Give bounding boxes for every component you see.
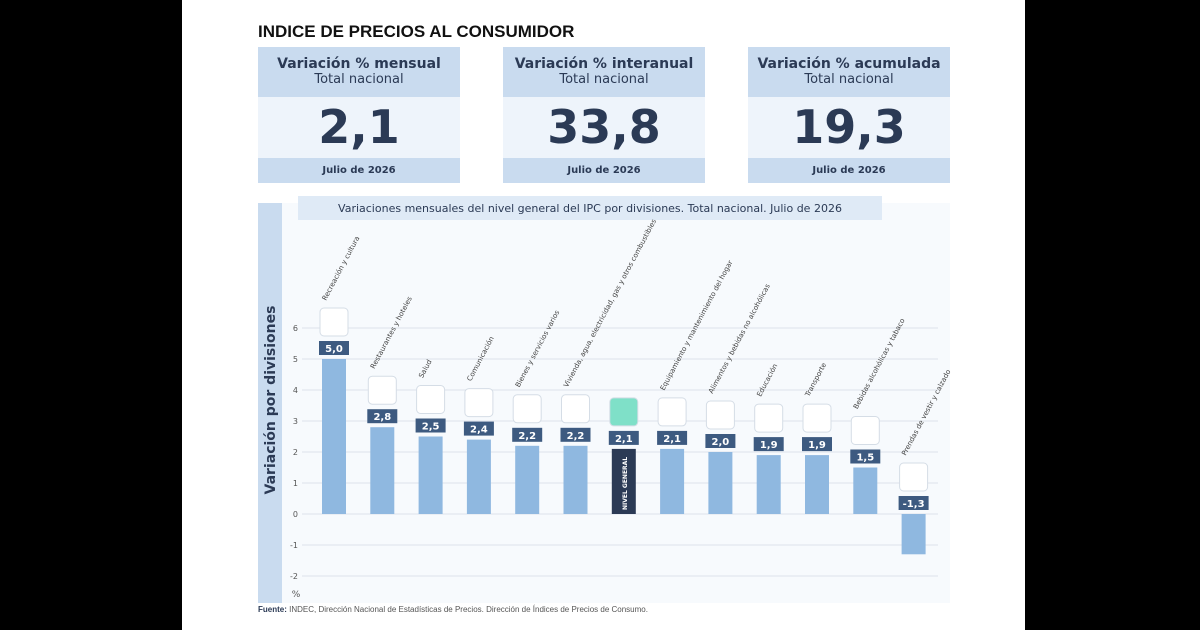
- bar: [563, 445, 588, 514]
- icon: [561, 394, 590, 424]
- bar: [708, 452, 733, 514]
- bar: [901, 514, 926, 555]
- card-footer: Julio de 2026: [258, 158, 460, 183]
- card: Variación % mensual Total nacional 2,1 Juli…: [258, 47, 460, 183]
- y-tick-label: 4: [293, 386, 298, 395]
- value-label: 2,1: [663, 434, 681, 445]
- value-label-box: [850, 449, 881, 464]
- y-tick-label: -2: [290, 572, 298, 581]
- icon: [705, 400, 735, 430]
- value-label: 2,1: [615, 434, 633, 445]
- chart-title-box: [298, 196, 882, 220]
- value-label-box: [319, 341, 349, 355]
- value-label: 1,9: [808, 440, 826, 451]
- y-tick-label: 5: [293, 355, 298, 364]
- icon: [512, 394, 542, 424]
- y-tick-label: 0: [293, 510, 298, 519]
- icon: [464, 388, 494, 418]
- card-title: Variación % acumulada: [757, 56, 941, 72]
- y-tick-label: 3: [293, 417, 298, 426]
- value-label-box: [753, 437, 784, 452]
- value-label: 5,0: [325, 344, 343, 355]
- y-tick-label: 6: [293, 324, 298, 333]
- value-label: 1,5: [856, 453, 874, 464]
- value-label-box: [657, 430, 688, 445]
- y-unit: %: [292, 590, 301, 600]
- value-label-box: [802, 437, 832, 452]
- bar: [853, 467, 878, 514]
- bar: [418, 436, 443, 514]
- card-subtitle: Total nacional: [559, 72, 649, 87]
- icon: [802, 403, 832, 433]
- card-title: Variación % mensual: [277, 56, 441, 72]
- value-label-box: [367, 409, 398, 424]
- chart-title: Variaciones mensuales del nivel general …: [338, 202, 842, 215]
- source: Fuente: INDEC, Dirección Nacional de Est…: [258, 605, 648, 614]
- card-footer: Julio de 2026: [503, 158, 705, 183]
- value-label: 2,2: [518, 431, 536, 442]
- card: Variación % interanual Total nacional 33,8…: [503, 47, 705, 183]
- icon: [850, 416, 880, 445]
- bar: [322, 359, 346, 514]
- y-tick-label: 1: [293, 479, 298, 488]
- value-label-box: [608, 430, 639, 445]
- bar: [515, 445, 540, 514]
- value-label: 2,0: [712, 437, 730, 448]
- card-title: Variación % interanual: [514, 56, 694, 72]
- source-text: INDEC, Dirección Nacional de Estadística…: [289, 605, 648, 614]
- y-label-panel: [258, 203, 282, 603]
- y-tick-label: 2: [293, 448, 298, 457]
- card-subtitle: Total nacional: [314, 72, 404, 87]
- source-label: Fuente:: [258, 605, 287, 614]
- category-label: NIVEL GENERAL: [622, 457, 629, 510]
- y-tick-label: -1: [290, 541, 298, 550]
- card-value: 2,1: [318, 100, 400, 154]
- card-head: Variación % mensual Total nacional: [258, 47, 460, 97]
- value-label-box: [463, 421, 494, 436]
- icon: [657, 397, 687, 427]
- value-label: 2,5: [422, 422, 440, 433]
- card-subtitle: Total nacional: [804, 72, 894, 87]
- icon: [367, 375, 397, 405]
- card-head: Variación % acumulada Total nacional: [748, 47, 950, 97]
- bar: [611, 448, 636, 514]
- card-footer: Julio de 2026: [748, 158, 950, 183]
- icon: [754, 403, 784, 433]
- card: Variación % acumulada Total nacional 19,3 J…: [748, 47, 950, 183]
- bar: [756, 455, 781, 514]
- icon: [319, 307, 349, 337]
- icon: [609, 397, 639, 427]
- icon: [416, 385, 446, 414]
- bar: [370, 427, 395, 514]
- card-head: Variación % interanual Total nacional: [503, 47, 705, 97]
- value-label: 2,4: [470, 425, 488, 436]
- value-label-box: [705, 434, 736, 448]
- value-label-box: [560, 427, 591, 442]
- chart: Variaciones mensuales del nivel general …: [258, 196, 953, 603]
- value-label: 2,8: [373, 412, 391, 423]
- value-label-box: [898, 496, 929, 510]
- page: INDICE DE PRECIOS AL CONSUMIDOR Variació…: [182, 0, 1025, 630]
- bar: [805, 455, 829, 514]
- bar: [660, 448, 685, 514]
- card-value: 33,8: [547, 100, 661, 154]
- value-label-box: [512, 427, 543, 442]
- y-axis-title: Variación por divisiones: [263, 306, 279, 495]
- icon: [899, 462, 929, 492]
- card-value: 19,3: [792, 100, 906, 154]
- page-title: INDICE DE PRECIOS AL CONSUMIDOR: [258, 22, 575, 41]
- bar: [466, 439, 491, 514]
- value-label: 2,2: [567, 431, 585, 442]
- value-label: 1,9: [760, 440, 778, 451]
- value-label: -1,3: [903, 499, 925, 510]
- value-label-box: [415, 418, 446, 433]
